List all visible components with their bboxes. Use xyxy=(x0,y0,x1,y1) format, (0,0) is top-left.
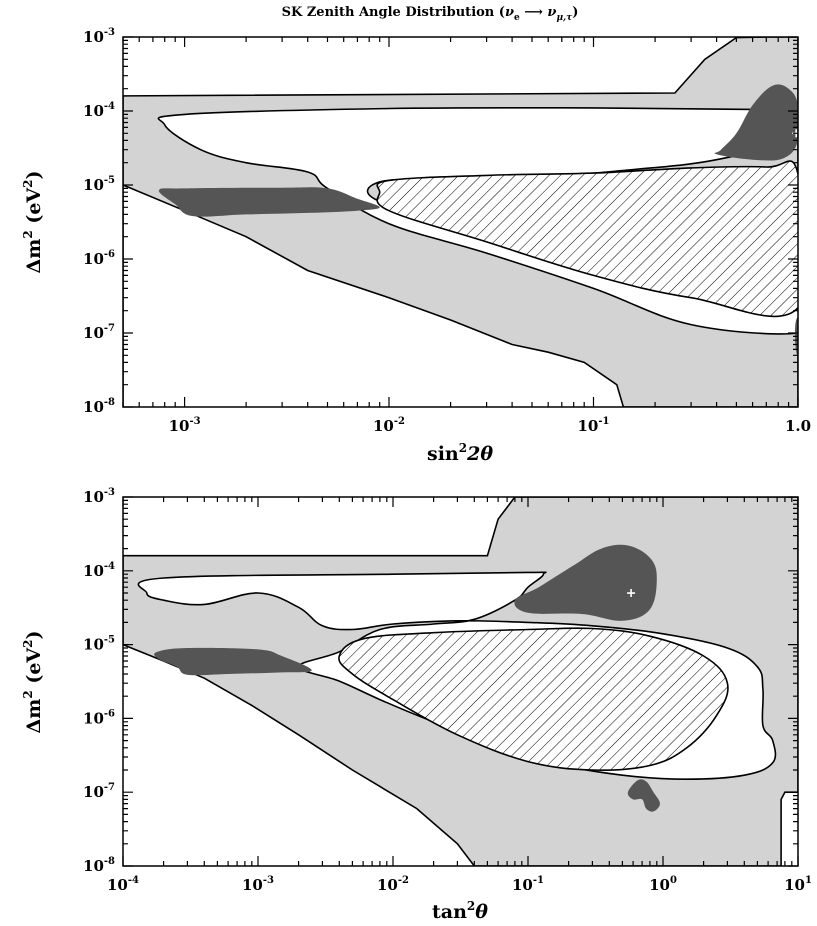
x-tick-label: 1.0 xyxy=(785,417,811,435)
x-tick-label: 10-2 xyxy=(373,416,405,435)
x-tick-labels-bottom: 10-4 10-3 10-2 10-1 100 101 xyxy=(107,875,812,894)
bottom-panel: 10-4 10-3 10-2 10-1 100 101 10-810-710-610-51… xyxy=(21,487,812,923)
hatched-region-path xyxy=(338,627,729,771)
y-tick-label: 10-6 xyxy=(83,249,115,268)
dark-region-1 xyxy=(158,187,380,217)
hatched-region-top xyxy=(376,160,798,318)
y-tick-label: 10-6 xyxy=(83,708,115,727)
top-panel: 10-3 10-2 10-1 1.0 10-8 10-7 10-6 10-5 10-4 10-3… xyxy=(21,27,811,465)
x-tick-label: 10-1 xyxy=(578,416,610,435)
dark-region-2 xyxy=(714,84,798,161)
tick-marks-bottom xyxy=(122,496,799,867)
x-axis-label-bottom: tan2θ xyxy=(432,899,488,923)
y-axis-label-bottom: Δm2 (eV2) xyxy=(21,630,45,733)
x-tick-label: 10-2 xyxy=(377,875,409,894)
dark-region-2 xyxy=(514,544,657,621)
y-tick-label: 10-8 xyxy=(83,397,115,416)
dark-region-3 xyxy=(627,779,660,812)
y-tick-label: 10-4 xyxy=(83,101,115,120)
dark-regions-top xyxy=(158,84,798,357)
plot-frame-top xyxy=(122,36,799,408)
hatched-region-path xyxy=(376,160,798,318)
x-tick-label: 10-4 xyxy=(107,875,139,894)
x-tick-label: 10-3 xyxy=(242,875,274,894)
y-tick-label: 10-4 xyxy=(83,561,115,580)
plot-frame-bottom xyxy=(122,496,799,867)
x-tick-label: 10-1 xyxy=(512,875,544,894)
dark-region-3 xyxy=(794,317,798,357)
y-axis-label-top: Δm2 (eV2) xyxy=(21,170,45,273)
y-tick-labels-top: 10-8 10-7 10-6 10-5 10-4 10-3 xyxy=(83,27,115,416)
x-axis-label-top: sin22θ xyxy=(427,441,493,465)
x-tick-labels-top: 10-3 10-2 10-1 1.0 xyxy=(169,416,811,435)
y-tick-label: 10-8 xyxy=(83,856,115,875)
x-tick-label: 101 xyxy=(784,875,812,894)
dark-regions-bottom xyxy=(154,544,660,812)
y-tick-label: 10-7 xyxy=(83,782,115,801)
x-tick-label: 10-3 xyxy=(169,416,201,435)
best-fit-marker-bottom xyxy=(627,589,636,598)
y-tick-label: 10-7 xyxy=(83,323,115,342)
y-tick-label: 10-3 xyxy=(83,27,115,46)
tick-lines xyxy=(122,496,799,867)
chart-title: SK Zenith Angle Distribution (νe ⟶ νμ,τ) xyxy=(282,5,579,23)
y-tick-label: 10-5 xyxy=(83,635,115,654)
best-fit-cross xyxy=(627,589,636,598)
y-tick-label: 10-3 xyxy=(83,487,115,506)
dark-region-1 xyxy=(154,647,312,676)
tick-marks-top xyxy=(122,36,799,408)
hatched-region-bottom xyxy=(338,627,729,771)
y-tick-labels-bottom: 10-8 10-7 10-6 10-5 10-4 10-3 xyxy=(83,487,115,875)
y-tick-label: 10-5 xyxy=(83,175,115,194)
tick-lines xyxy=(122,36,799,408)
x-tick-label: 100 xyxy=(649,875,677,894)
